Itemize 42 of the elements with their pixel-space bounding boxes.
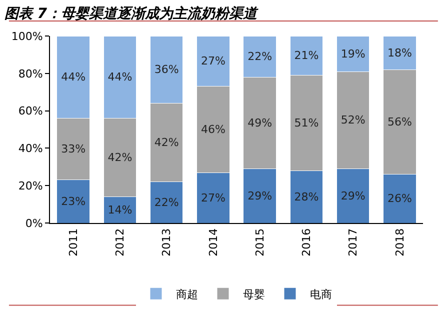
- x-tick-label: 2017: [346, 228, 360, 256]
- data-label: 28%: [294, 190, 319, 204]
- data-label: 29%: [248, 189, 272, 202]
- x-tick-label: 2012: [114, 228, 127, 256]
- chart-title: 图表 7：母婴渠道逐渐成为主流奶粉渠道: [4, 4, 260, 22]
- x-tick-label: 2014: [206, 228, 220, 256]
- y-tick-label: 100%: [11, 30, 43, 43]
- legend-label: 商超: [176, 288, 198, 301]
- data-label: 22%: [248, 50, 272, 64]
- x-tick-label: 2015: [253, 228, 266, 256]
- data-label: 42%: [108, 151, 132, 164]
- y-tick-label: 80%: [18, 67, 43, 80]
- data-label: 42%: [154, 136, 179, 150]
- data-label: 27%: [200, 54, 226, 68]
- data-label: 18%: [387, 46, 412, 60]
- data-label: 36%: [154, 63, 179, 76]
- data-label: 14%: [108, 203, 132, 216]
- data-label: 21%: [294, 49, 319, 62]
- y-tick-label: 60%: [18, 104, 43, 118]
- data-label: 19%: [340, 47, 366, 60]
- data-label: 51%: [294, 116, 319, 130]
- data-label: 44%: [108, 70, 132, 84]
- y-tick-label: 20%: [18, 179, 43, 192]
- legend-label: 电商: [310, 288, 332, 301]
- legend-label: 母婴: [243, 288, 265, 301]
- data-label: 33%: [61, 142, 86, 156]
- data-label: 44%: [61, 70, 86, 84]
- y-tick-label: 0%: [25, 216, 43, 230]
- x-tick-label: 2018: [393, 228, 406, 256]
- data-label: 22%: [154, 196, 179, 209]
- x-tick-label: 2016: [300, 228, 314, 256]
- data-label: 29%: [340, 189, 366, 202]
- data-label: 49%: [248, 116, 272, 130]
- data-label: 26%: [387, 192, 412, 206]
- data-label: 23%: [61, 194, 86, 208]
- x-tick-label: 2013: [160, 228, 174, 256]
- y-tick-label: 40%: [18, 142, 43, 156]
- data-label: 56%: [387, 116, 412, 129]
- x-tick-label: 2011: [66, 228, 80, 256]
- data-label: 27%: [200, 191, 226, 204]
- data-label: 46%: [200, 123, 226, 136]
- data-label: 52%: [340, 114, 366, 127]
